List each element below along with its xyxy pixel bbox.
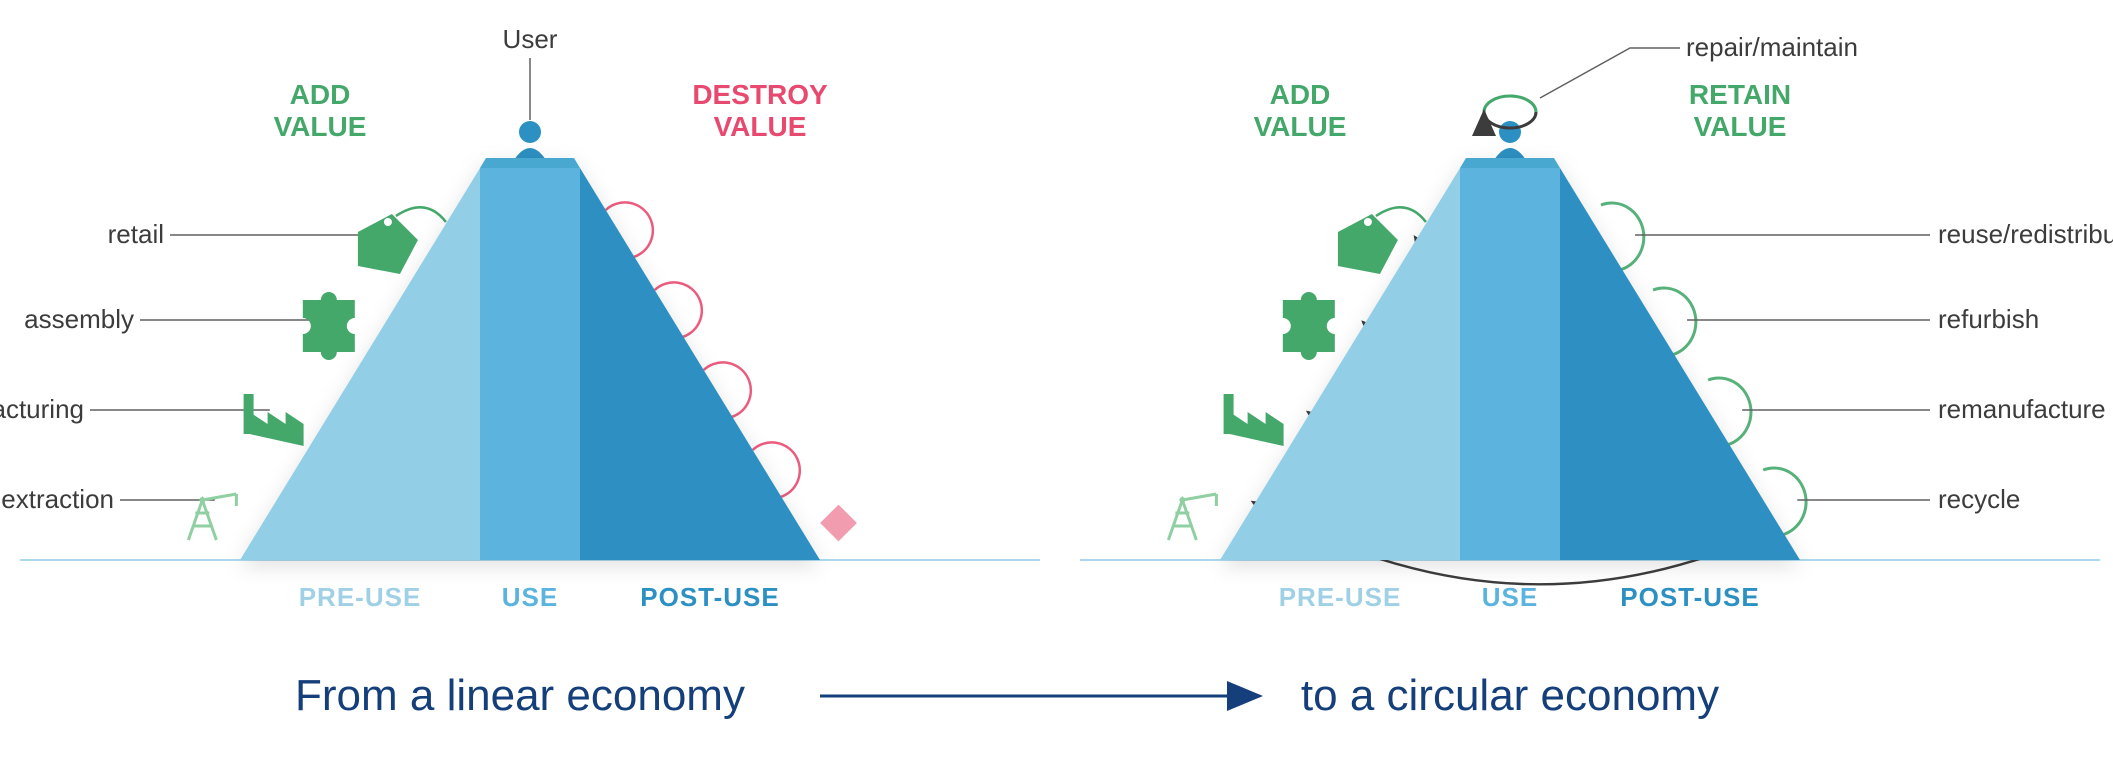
caption-circular: to a circular economy	[1301, 671, 1719, 720]
svg-text:VALUE: VALUE	[714, 111, 807, 142]
step-label-assembly: assembly	[24, 304, 134, 334]
phase2-post-use: POST-USE	[1620, 582, 1759, 612]
step-label-retail: retail	[108, 219, 164, 249]
phase-use: USE	[502, 582, 558, 612]
svg-text:VALUE: VALUE	[274, 111, 367, 142]
caption-linear: From a linear economy	[295, 671, 745, 720]
loop-label-1: refurbish	[1938, 304, 2039, 334]
phase2-pre-use: PRE-USE	[1279, 582, 1402, 612]
svg-text:VALUE: VALUE	[1254, 111, 1347, 142]
waste-icon	[820, 505, 857, 542]
retain-value-heading: RETAIN	[1689, 79, 1791, 110]
oil-rig-icon	[1168, 494, 1216, 540]
oil-rig-icon	[188, 494, 236, 540]
factory-icon	[1224, 394, 1284, 446]
user-label: User	[503, 24, 558, 54]
step-label-manufacturing: manufacturing	[0, 394, 84, 424]
add-value-heading: ADD	[290, 79, 351, 110]
infographic-canvas: ADDVALUEDESTROYVALUEUserretailassemblyma…	[0, 0, 2113, 771]
phase-post-use: POST-USE	[640, 582, 779, 612]
phase2-use: USE	[1482, 582, 1538, 612]
add-value-heading-2: ADD	[1270, 79, 1331, 110]
phase-pre-use: PRE-USE	[299, 582, 422, 612]
puzzle-icon	[303, 292, 355, 360]
loop-label-3: recycle	[1938, 484, 2020, 514]
user-icon	[514, 121, 546, 160]
step-label-extraction: extraction	[1, 484, 114, 514]
loop-label-2: remanufacture	[1938, 394, 2106, 424]
puzzle-icon	[1283, 292, 1335, 360]
loop-label-0: reuse/redistribute	[1938, 219, 2113, 249]
destroy-value-heading: DESTROY	[692, 79, 828, 110]
factory-icon	[244, 394, 304, 446]
svg-text:VALUE: VALUE	[1694, 111, 1787, 142]
loop-repair: repair/maintain	[1686, 32, 1858, 62]
